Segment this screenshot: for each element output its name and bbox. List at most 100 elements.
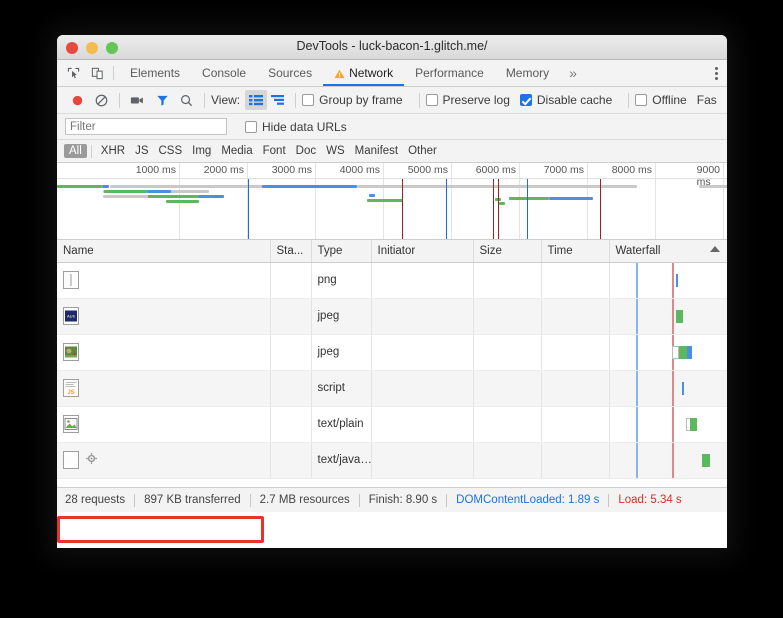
type-filter-other[interactable]: Other [408, 145, 437, 157]
group-by-frame-checkbox[interactable]: Group by frame [302, 93, 403, 107]
cell-name[interactable] [57, 406, 271, 443]
waterfall-event-line [635, 334, 638, 369]
sort-ascending-icon[interactable] [709, 246, 720, 252]
filter-funnel-icon[interactable] [150, 93, 174, 108]
type-filter-xhr[interactable]: XHR [100, 145, 126, 157]
table-row[interactable]: png [57, 262, 727, 299]
search-icon[interactable] [174, 93, 198, 108]
cell-initiator[interactable] [371, 406, 474, 443]
cell-initiator[interactable] [371, 442, 474, 479]
offline-checkbox[interactable]: Offline [635, 93, 687, 107]
preserve-log-checkbox[interactable]: Preserve log [425, 93, 510, 107]
overview-request-bar [166, 200, 199, 203]
tab-label: Console [202, 66, 247, 80]
cell-waterfall [609, 298, 727, 335]
type-filter-doc[interactable]: Doc [295, 145, 317, 157]
overview-request-bar [367, 199, 403, 202]
inspect-element-icon[interactable] [65, 65, 82, 82]
overview-ruler: 1000 ms 2000 ms 3000 ms 4000 ms 5000 ms 6000 … [57, 163, 727, 188]
column-header-type[interactable]: Type [311, 240, 372, 263]
column-header-name[interactable]: Name [57, 240, 271, 263]
hide-data-urls-box[interactable] [245, 120, 257, 133]
overview-gridline [451, 163, 452, 239]
tab-label: Network [349, 66, 394, 80]
name-cell-content: JS [63, 379, 264, 397]
overview-tick-label: 7000 ms [543, 164, 584, 176]
cell-name[interactable]: JS [57, 370, 271, 407]
column-header-label: Initiator [377, 244, 416, 257]
overview-request-bar [549, 197, 593, 200]
type-filter-media[interactable]: Media [221, 145, 253, 157]
waterfall-bar [678, 345, 687, 359]
network-overview-timeline[interactable]: 1000 ms 2000 ms 3000 ms 4000 ms 5000 ms 6000 … [57, 163, 727, 240]
waterfall-bar [701, 453, 710, 467]
throttling-dropdown[interactable]: Fas [696, 93, 717, 107]
type-filter-js[interactable]: JS [135, 145, 149, 157]
group-by-frame-box[interactable] [302, 94, 315, 106]
window-controls [66, 42, 118, 54]
preserve-log-box[interactable] [425, 94, 438, 106]
cell-waterfall [609, 334, 727, 371]
resource-type-filter-bar: All XHR JS CSS Img Media Font Doc WS Manifest Othe… [57, 140, 727, 163]
minimize-window-button[interactable] [86, 42, 98, 54]
column-header-waterfall[interactable]: Waterfall [609, 240, 727, 263]
tab-console[interactable]: Console [191, 60, 257, 86]
kebab-menu-icon[interactable] [705, 66, 727, 80]
table-row[interactable]: text/java… [57, 442, 727, 479]
screenshot-camera-icon[interactable] [126, 93, 150, 107]
hide-data-urls-checkbox[interactable]: Hide data URLs [245, 120, 347, 134]
type-filter-ws[interactable]: WS [326, 145, 345, 157]
waterfall-view-icon[interactable] [267, 90, 289, 110]
more-tabs-icon[interactable]: » [569, 65, 577, 81]
tab-performance[interactable]: Performance [404, 60, 495, 86]
clear-icon[interactable] [89, 93, 113, 108]
column-header-time[interactable]: Time [541, 240, 610, 263]
overview-gridline [587, 163, 588, 239]
js-script-icon: JS [63, 379, 79, 397]
type-filter-css[interactable]: CSS [158, 145, 183, 157]
tab-sources[interactable]: Sources [257, 60, 323, 86]
name-cell-content [63, 271, 264, 289]
device-toolbar-icon[interactable] [89, 65, 106, 82]
overview-event-line [446, 179, 447, 239]
overview-request-bar [509, 197, 549, 200]
waterfall-bar [675, 273, 678, 287]
cell-initiator[interactable] [371, 370, 474, 407]
warning-triangle-icon [334, 68, 345, 79]
column-header-initiator[interactable]: Initiator [371, 240, 474, 263]
table-row[interactable]: As/b jpeg [57, 298, 727, 335]
overview-event-line [600, 179, 601, 239]
cell-name[interactable]: As/b [57, 298, 271, 335]
hide-data-urls-label: Hide data URLs [262, 119, 347, 134]
cell-name[interactable] [57, 262, 271, 299]
tab-elements[interactable]: Elements [119, 60, 191, 86]
disable-cache-box[interactable] [519, 94, 532, 106]
cell-name[interactable] [57, 334, 271, 371]
overview-request-bar [515, 185, 637, 188]
record-icon[interactable] [65, 93, 89, 108]
column-header-sta[interactable]: Sta... [270, 240, 312, 263]
tab-memory[interactable]: Memory [495, 60, 560, 86]
offline-box[interactable] [635, 94, 648, 106]
tab-label: Sources [268, 66, 313, 80]
type-filter-all[interactable]: All [64, 144, 87, 158]
maximize-window-button[interactable] [106, 42, 118, 54]
status-bar-item: DOMContentLoaded: 1.89 s [456, 494, 600, 506]
column-header-size[interactable]: Size [473, 240, 542, 263]
type-filter-manifest[interactable]: Manifest [354, 145, 399, 157]
filter-input[interactable] [65, 118, 227, 135]
overview-event-line [493, 179, 494, 239]
cell-name[interactable] [57, 442, 271, 479]
list-view-icon[interactable] [245, 90, 268, 110]
status-bar-item: 2.7 MB resources [259, 494, 350, 506]
type-filter-font[interactable]: Font [262, 145, 286, 157]
svg-text:As/b: As/b [67, 314, 76, 319]
table-row[interactable]: jpeg [57, 334, 727, 371]
table-row[interactable]: JS script [57, 370, 727, 407]
close-window-button[interactable] [66, 42, 78, 54]
table-row[interactable]: text/plain [57, 406, 727, 443]
disable-cache-checkbox[interactable]: Disable cache [519, 93, 612, 107]
type-filter-img[interactable]: Img [192, 145, 212, 157]
devtools-tab-bar: Elements Console Sources Network Performance… [57, 60, 727, 87]
tab-network[interactable]: Network [323, 60, 405, 86]
